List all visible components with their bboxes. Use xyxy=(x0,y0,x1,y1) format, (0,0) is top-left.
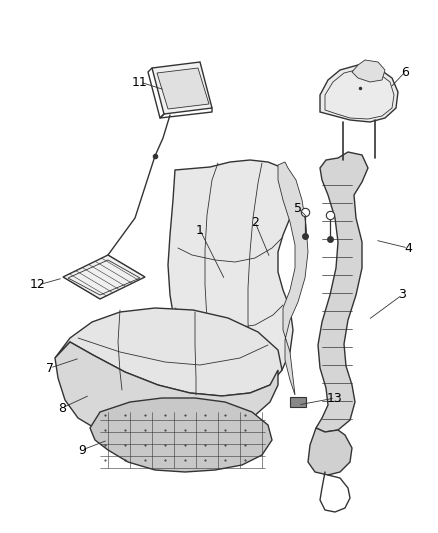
Text: 6: 6 xyxy=(401,66,409,78)
Text: 5: 5 xyxy=(294,201,302,214)
Polygon shape xyxy=(290,397,306,407)
Polygon shape xyxy=(352,60,385,82)
Text: 9: 9 xyxy=(78,443,86,456)
Polygon shape xyxy=(157,68,209,109)
Text: 8: 8 xyxy=(58,401,66,415)
Text: 3: 3 xyxy=(398,288,406,302)
Polygon shape xyxy=(316,152,368,432)
Polygon shape xyxy=(308,428,352,475)
Polygon shape xyxy=(168,160,295,388)
Polygon shape xyxy=(90,398,272,472)
Text: 12: 12 xyxy=(30,279,46,292)
Text: 11: 11 xyxy=(132,76,148,88)
Text: 13: 13 xyxy=(327,392,343,405)
Polygon shape xyxy=(152,62,212,114)
Polygon shape xyxy=(55,308,282,396)
Polygon shape xyxy=(55,342,278,442)
Polygon shape xyxy=(320,65,398,122)
Text: 4: 4 xyxy=(404,241,412,254)
Text: 7: 7 xyxy=(46,361,54,375)
Polygon shape xyxy=(278,162,308,395)
Text: 2: 2 xyxy=(251,215,259,229)
Text: 1: 1 xyxy=(196,223,204,237)
Polygon shape xyxy=(63,255,145,299)
